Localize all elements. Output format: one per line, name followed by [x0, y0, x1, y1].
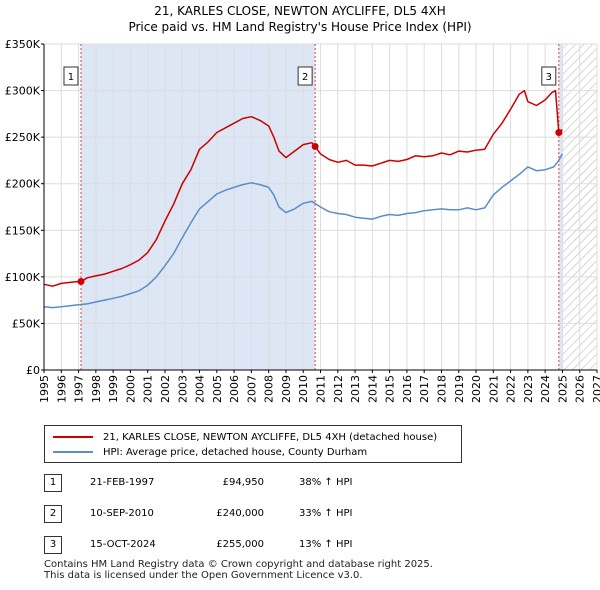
transaction-price: £240,000: [216, 508, 264, 519]
price-paid-line: [43, 89, 563, 287]
legend-item-hpi: HPI: Average price, detached house, Coun…: [53, 445, 367, 459]
chart-title: 21, KARLES CLOSE, NEWTON AYCLIFFE, DL5 4…: [0, 3, 600, 35]
transaction-number: 2: [44, 505, 62, 523]
y-tick-label: £200K: [5, 178, 41, 191]
x-tick-label: 2016: [401, 375, 414, 403]
transaction-date: 15-OCT-2024: [90, 539, 156, 550]
x-tick-label: 2000: [124, 375, 137, 403]
price-chart: 1 2 3 £0 £50K £100K £150K £200K £250K £300K £350K…: [5, 38, 600, 403]
x-tick-label: 2003: [176, 375, 189, 403]
x-tick-label: 1998: [90, 375, 103, 403]
chart-legend: 21, KARLES CLOSE, NEWTON AYCLIFFE, DL5 4…: [44, 425, 462, 463]
legend-item-property: 21, KARLES CLOSE, NEWTON AYCLIFFE, DL5 4…: [53, 430, 437, 444]
x-tick-label: 2026: [574, 375, 587, 403]
ownership-shade: [558, 44, 563, 370]
x-tick-label: 1997: [73, 375, 86, 403]
legend-swatch-hpi: [53, 451, 93, 453]
y-tick-label: £0: [26, 364, 40, 377]
legend-label-property: 21, KARLES CLOSE, NEWTON AYCLIFFE, DL5 4…: [103, 431, 438, 443]
transaction-hpi-change: 13% ↑ HPI: [299, 539, 353, 550]
y-tick-label: £150K: [5, 224, 41, 237]
x-tick-label: 2021: [487, 375, 500, 403]
x-tick-label: 1996: [55, 375, 68, 403]
x-tick-label: 2002: [159, 375, 172, 403]
transaction-price: £94,950: [222, 477, 264, 488]
transaction-hpi-change: 33% ↑ HPI: [299, 508, 353, 519]
hpi-line: [43, 153, 564, 309]
x-tick-label: 2015: [384, 375, 397, 403]
x-tick-label: 2017: [418, 375, 431, 403]
x-tick-label: 2013: [349, 375, 362, 403]
footer-line-2: This data is licensed under the Open Gov…: [44, 570, 363, 581]
x-tick-label: 2001: [142, 375, 155, 403]
x-tick-label: 2019: [453, 375, 466, 403]
x-tick-label: 2008: [263, 375, 276, 403]
x-tick-label: 2010: [297, 375, 310, 403]
x-tick-label: 1999: [107, 375, 120, 403]
title-line-1: 21, KARLES CLOSE, NEWTON AYCLIFFE, DL5 4…: [154, 4, 446, 18]
x-tick-label: 2009: [280, 375, 293, 403]
footer-credits: Contains HM Land Registry data © Crown c…: [44, 559, 433, 581]
y-tick-label: £50K: [12, 317, 41, 330]
x-tick-label: 2011: [315, 375, 328, 403]
transaction-price: £255,000: [216, 539, 264, 550]
legend-swatch-property: [53, 436, 93, 438]
x-tick-label: 2025: [556, 375, 569, 403]
x-tick-label: 2005: [211, 375, 224, 403]
y-tick-label: £350K: [5, 38, 41, 51]
transaction-date: 21-FEB-1997: [90, 477, 155, 488]
x-tick-label: 2007: [245, 375, 258, 403]
x-tick-label: 1995: [38, 375, 51, 403]
y-tick-label: £100K: [5, 271, 41, 284]
x-tick-label: 2006: [228, 375, 241, 403]
x-tick-label: 2024: [539, 375, 552, 403]
sale-label-box-3: [541, 66, 557, 86]
sale-point-1: [77, 278, 85, 286]
title-line-2: Price paid vs. HM Land Registry's House …: [128, 20, 472, 34]
legend-label-hpi: HPI: Average price, detached house, Coun…: [103, 446, 368, 458]
sale-label-2: 2: [302, 72, 308, 83]
x-tick-label: 2012: [332, 375, 345, 403]
transaction-date: 10-SEP-2010: [90, 508, 154, 519]
x-tick-label: 2023: [522, 375, 535, 403]
sale-label-box-2: [297, 66, 313, 86]
x-tick-label: 2004: [194, 375, 207, 403]
sale-point-2: [311, 142, 319, 150]
x-tick-label: 2020: [470, 375, 483, 403]
x-tick-label: 2014: [366, 375, 379, 403]
sale-label-box-1: [63, 66, 79, 86]
sale-point-3: [555, 128, 563, 136]
x-tick-label: 2027: [591, 375, 600, 403]
ownership-shade: [80, 44, 316, 370]
y-tick-label: £250K: [5, 131, 41, 144]
y-tick-label: £300K: [5, 85, 41, 98]
footer-line-1: Contains HM Land Registry data © Crown c…: [44, 559, 433, 570]
sale-label-1: 1: [68, 72, 74, 83]
sale-label-3: 3: [546, 72, 552, 83]
transaction-number: 3: [44, 536, 62, 554]
x-tick-label: 2022: [505, 375, 518, 403]
x-tick-label: 2018: [435, 375, 448, 403]
transaction-number: 1: [44, 474, 62, 492]
transaction-hpi-change: 38% ↑ HPI: [299, 477, 353, 488]
